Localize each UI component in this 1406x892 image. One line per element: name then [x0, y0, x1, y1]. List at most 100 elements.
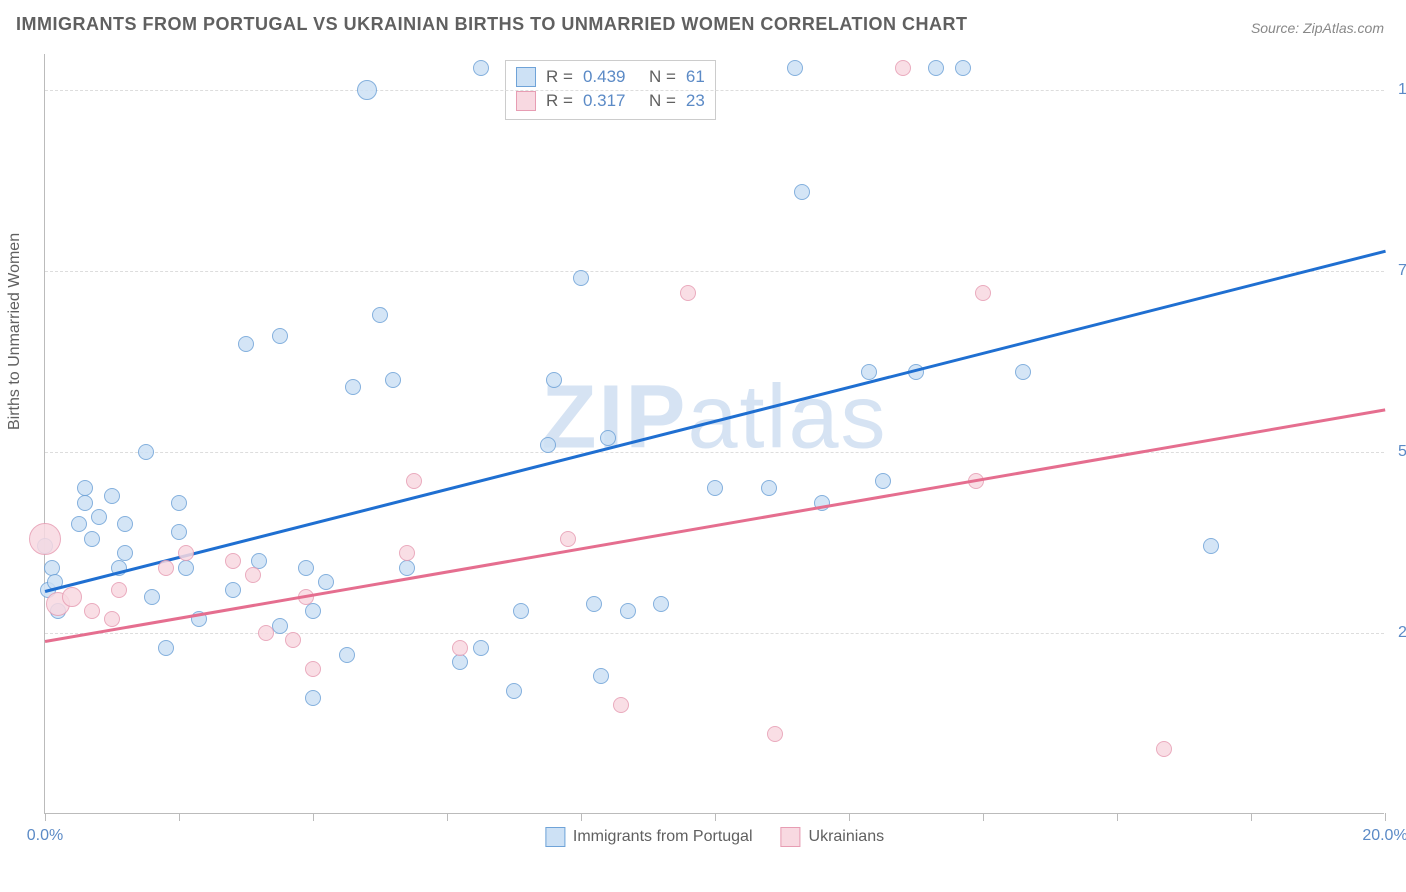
legend-n-label: N =	[649, 89, 676, 113]
data-point	[111, 582, 127, 598]
y-tick-label: 75.0%	[1388, 262, 1406, 280]
data-point	[586, 596, 602, 612]
data-point	[620, 603, 636, 619]
data-point	[513, 603, 529, 619]
x-tick	[447, 813, 448, 821]
legend-series-label: Immigrants from Portugal	[573, 828, 753, 846]
legend-r-label: R =	[546, 65, 573, 89]
data-point	[305, 661, 321, 677]
source-label: Source: ZipAtlas.com	[1251, 20, 1384, 36]
data-point	[1203, 538, 1219, 554]
data-point	[385, 372, 401, 388]
data-point	[875, 473, 891, 489]
data-point	[1015, 364, 1031, 380]
data-point	[707, 480, 723, 496]
data-point	[91, 509, 107, 525]
y-axis-label: Births to Unmarried Women	[6, 233, 24, 430]
data-point	[600, 430, 616, 446]
data-point	[171, 524, 187, 540]
data-point	[794, 184, 810, 200]
data-point	[399, 545, 415, 561]
data-point	[452, 654, 468, 670]
data-point	[452, 640, 468, 656]
data-point	[84, 531, 100, 547]
data-point	[71, 516, 87, 532]
legend-row: R =0.317N =23	[516, 89, 705, 113]
data-point	[104, 488, 120, 504]
gridline	[45, 633, 1384, 634]
gridline	[45, 452, 1384, 453]
x-tick	[849, 813, 850, 821]
data-point	[104, 611, 120, 627]
chart-title: IMMIGRANTS FROM PORTUGAL VS UKRAINIAN BI…	[16, 14, 967, 35]
x-tick	[45, 813, 46, 821]
x-tick	[313, 813, 314, 821]
trend-line	[45, 249, 1386, 592]
data-point	[178, 560, 194, 576]
data-point	[245, 567, 261, 583]
legend-swatch-icon	[545, 827, 565, 847]
data-point	[272, 328, 288, 344]
data-point	[62, 587, 82, 607]
data-point	[77, 495, 93, 511]
gridline	[45, 90, 1384, 91]
y-tick-label: 25.0%	[1388, 624, 1406, 642]
data-point	[613, 697, 629, 713]
data-point	[955, 60, 971, 76]
legend-n-value: 23	[686, 89, 705, 113]
scatter-plot: ZIPatlas R =0.439N =61R =0.317N =23 Immi…	[44, 54, 1384, 814]
legend-swatch-icon	[781, 827, 801, 847]
x-tick	[581, 813, 582, 821]
data-point	[861, 364, 877, 380]
data-point	[357, 80, 377, 100]
data-point	[546, 372, 562, 388]
watermark: ZIPatlas	[541, 367, 887, 470]
data-point	[399, 560, 415, 576]
x-tick	[1117, 813, 1118, 821]
y-tick-label: 50.0%	[1388, 443, 1406, 461]
data-point	[406, 473, 422, 489]
data-point	[761, 480, 777, 496]
legend-row: R =0.439N =61	[516, 65, 705, 89]
data-point	[653, 596, 669, 612]
x-tick-label: 20.0%	[1362, 827, 1406, 845]
data-point	[680, 285, 696, 301]
data-point	[285, 632, 301, 648]
data-point	[339, 647, 355, 663]
legend-series-label: Ukrainians	[809, 828, 885, 846]
data-point	[506, 683, 522, 699]
legend-r-value: 0.317	[583, 89, 639, 113]
data-point	[298, 560, 314, 576]
data-point	[305, 603, 321, 619]
data-point	[345, 379, 361, 395]
legend-n-label: N =	[649, 65, 676, 89]
x-tick	[715, 813, 716, 821]
data-point	[238, 336, 254, 352]
data-point	[540, 437, 556, 453]
data-point	[372, 307, 388, 323]
data-point	[29, 523, 61, 555]
data-point	[171, 495, 187, 511]
trend-line	[45, 409, 1385, 643]
data-point	[84, 603, 100, 619]
data-point	[158, 640, 174, 656]
data-point	[573, 270, 589, 286]
legend-swatch-icon	[516, 91, 536, 111]
data-point	[318, 574, 334, 590]
legend-n-value: 61	[686, 65, 705, 89]
x-tick	[179, 813, 180, 821]
data-point	[144, 589, 160, 605]
data-point	[593, 668, 609, 684]
data-point	[767, 726, 783, 742]
data-point	[895, 60, 911, 76]
legend-series: Immigrants from Portugal Ukrainians	[545, 827, 884, 847]
gridline	[45, 271, 1384, 272]
x-tick	[1251, 813, 1252, 821]
data-point	[473, 60, 489, 76]
data-point	[975, 285, 991, 301]
x-tick-label: 0.0%	[27, 827, 63, 845]
data-point	[77, 480, 93, 496]
data-point	[258, 625, 274, 641]
legend-series-item: Ukrainians	[781, 827, 885, 847]
data-point	[117, 545, 133, 561]
